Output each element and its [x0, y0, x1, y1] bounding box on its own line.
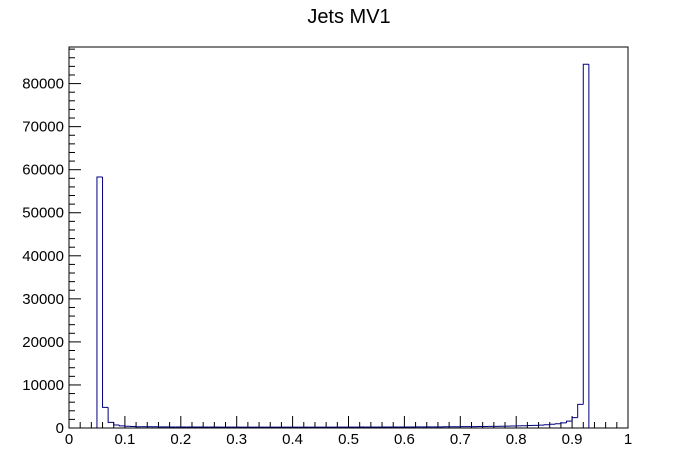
y-tick-label: 10000 — [22, 377, 64, 394]
x-tick-label: 0 — [65, 431, 73, 448]
histogram-bin — [571, 417, 578, 422]
x-tick-label: 0.7 — [450, 431, 471, 448]
histogram-bin — [107, 407, 114, 423]
x-tick-label: 0.6 — [394, 431, 415, 448]
histogram-bins — [96, 63, 590, 428]
chart-title: Jets MV1 — [307, 6, 390, 28]
histogram-bin — [582, 63, 589, 405]
x-tick-label: 0.2 — [170, 431, 191, 448]
histogram-bin — [102, 177, 109, 408]
histogram-bin — [554, 423, 561, 425]
histogram-bin — [96, 176, 103, 428]
histogram-bin — [560, 422, 567, 424]
axes — [68, 48, 629, 429]
histogram-bin — [566, 420, 573, 423]
x-tick-label: 0.5 — [338, 431, 359, 448]
plot-frame — [68, 46, 629, 429]
x-tick-label: 0.8 — [506, 431, 527, 448]
y-tick-label: 80000 — [22, 76, 64, 93]
y-tick-label: 30000 — [22, 291, 64, 308]
x-tick-label: 0.1 — [114, 431, 135, 448]
tick-labels: 0 0.1 0.2 0.3 0.4 0.5 0.6 0.7 0.8 0.9 1 0 10000 20000… — [22, 76, 632, 448]
x-tick-label: 1 — [624, 431, 632, 448]
x-tick-label: 0.9 — [562, 431, 583, 448]
y-tick-label: 20000 — [22, 334, 64, 351]
x-tick-label: 0.3 — [226, 431, 247, 448]
histogram-bin — [113, 422, 120, 426]
y-tick-label: 70000 — [22, 119, 64, 136]
y-tick-label: 60000 — [22, 162, 64, 179]
y-tick-label: 0 — [56, 420, 64, 437]
y-tick-label: 40000 — [22, 248, 64, 265]
histogram-bin — [118, 424, 125, 427]
y-tick-label: 50000 — [22, 205, 64, 222]
x-tick-label: 0.4 — [282, 431, 303, 448]
histogram-bin — [577, 403, 584, 418]
